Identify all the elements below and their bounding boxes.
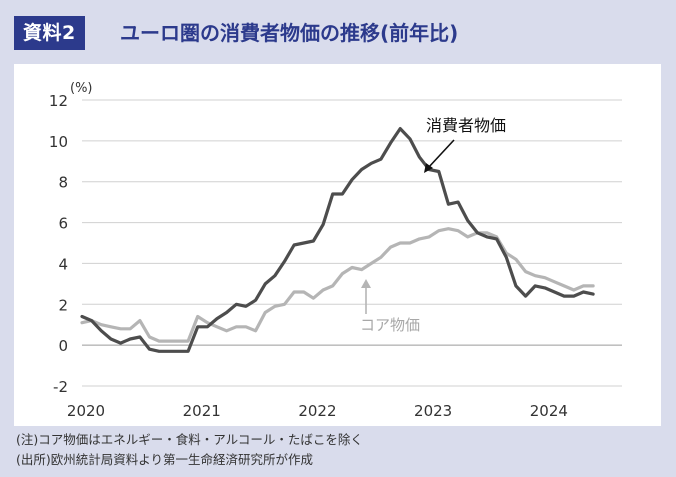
x-tick-label: 2021 [183,402,221,420]
headline-arrow-head [424,163,433,173]
headline-cpi-line [80,126,595,353]
y-unit-label: (%) [70,81,93,96]
x-tick-label: 2024 [530,402,568,420]
chart-panel: -2 0 2 4 6 8 10 12 (%) 2020 2021 2022 2023 2024 消費者物価コ… [14,64,661,426]
y-tick-label: 10 [49,133,68,151]
y-tick-label: 12 [49,92,68,110]
core-arrow-head [361,279,371,288]
x-tick-label: 2022 [298,402,336,420]
y-tick-label: 8 [58,174,68,192]
figure-badge: 資料2 [14,16,85,50]
y-tick-label: 0 [58,337,68,355]
y-tick-label: 6 [58,215,68,233]
line-chart: -2 0 2 4 6 8 10 12(%) 2020 2021 2022 2023 2024 消費者物価コ… [49,81,622,420]
headline-cpi-label: 消費者物価 [426,116,506,135]
x-tick-label: 2023 [414,402,452,420]
y-tick-label: 4 [58,255,68,273]
note-definition: (注)コア物価はエネルギー・食料・アルコール・たばこを除く [16,432,363,447]
footnotes: (注)コア物価はエネルギー・食料・アルコール・たばこを除く (出所)欧州統計局資… [16,430,666,470]
x-tick-label: 2020 [67,402,105,420]
headline-arrow-shaft [427,139,455,169]
core-cpi-label: コア物価 [360,316,420,334]
chart-title: ユーロ圏の消費者物価の推移(前年比) [120,21,459,45]
note-source: (出所)欧州統計局資料より第一生命経済研究所が作成 [16,452,314,467]
core-cpi-line [80,227,595,343]
header: 資料2 ユーロ圏の消費者物価の推移(前年比) [0,0,676,62]
y-tick-label: -2 [53,378,68,396]
y-tick-label: 2 [58,296,68,314]
